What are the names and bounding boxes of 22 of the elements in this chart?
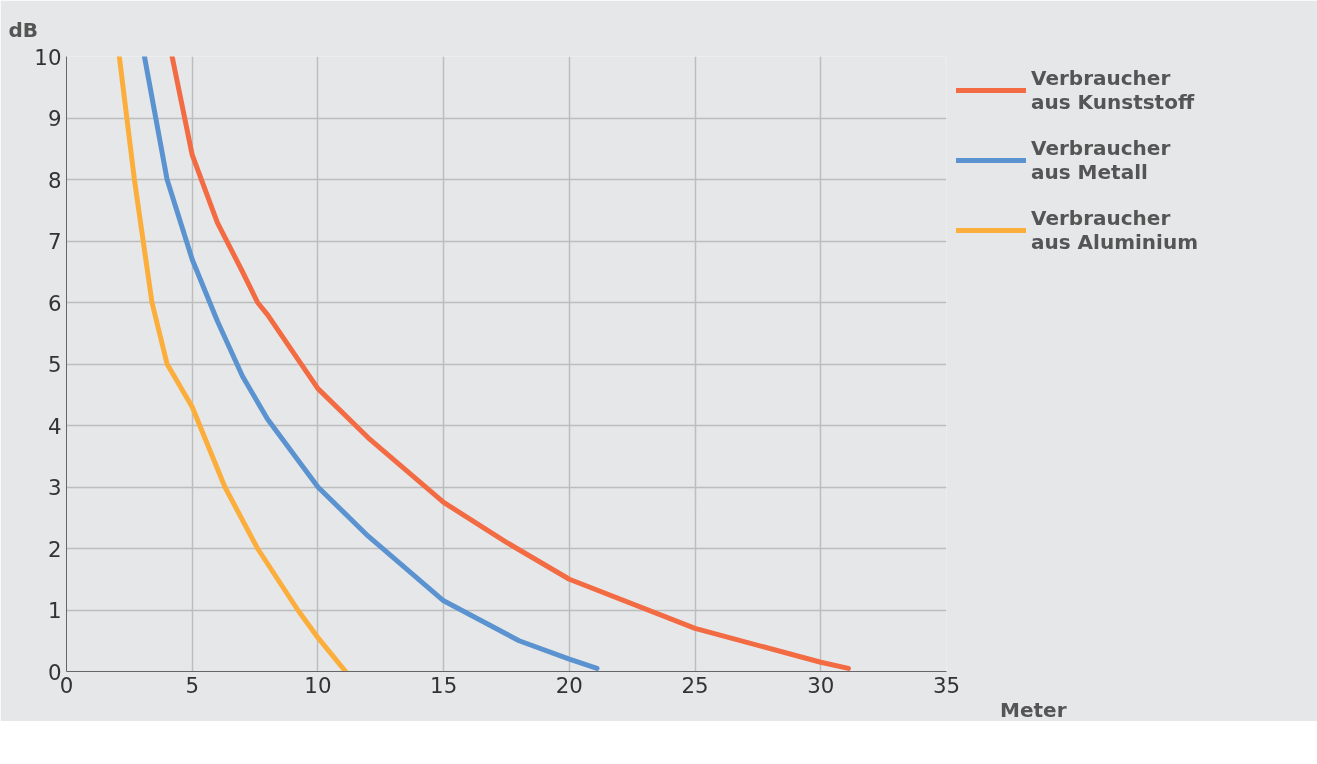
y-tick-label: 9 xyxy=(47,106,62,131)
y-tick-label: 6 xyxy=(47,290,62,316)
y-tick-label: 4 xyxy=(47,413,62,439)
y-axis-title: dB xyxy=(8,17,39,42)
x-axis-title: Meter xyxy=(1000,697,1067,722)
x-tick-label: 35 xyxy=(932,672,961,698)
legend-label: Verbraucher aus Aluminium xyxy=(1031,206,1199,254)
x-tick-label: 20 xyxy=(555,672,583,698)
y-tick-label: 1 xyxy=(47,598,62,623)
x-tick-label: 5 xyxy=(185,672,200,698)
y-tick-label: 2 xyxy=(47,536,62,562)
x-tick-label: 25 xyxy=(681,672,709,698)
y-tick-label: 5 xyxy=(47,352,62,377)
y-tick-label: 10 xyxy=(34,44,62,70)
y-tick-label: 7 xyxy=(47,229,62,254)
y-tick-label: 8 xyxy=(47,167,62,193)
legend-label: Verbraucher aus Metall xyxy=(1031,136,1171,184)
x-tick-label: 30 xyxy=(807,672,835,698)
y-tick-label: 3 xyxy=(47,475,62,500)
legend-label: Verbraucher aus Kunststoff xyxy=(1031,66,1195,114)
x-tick-label: 10 xyxy=(304,672,332,698)
x-tick-label: 15 xyxy=(430,672,458,698)
